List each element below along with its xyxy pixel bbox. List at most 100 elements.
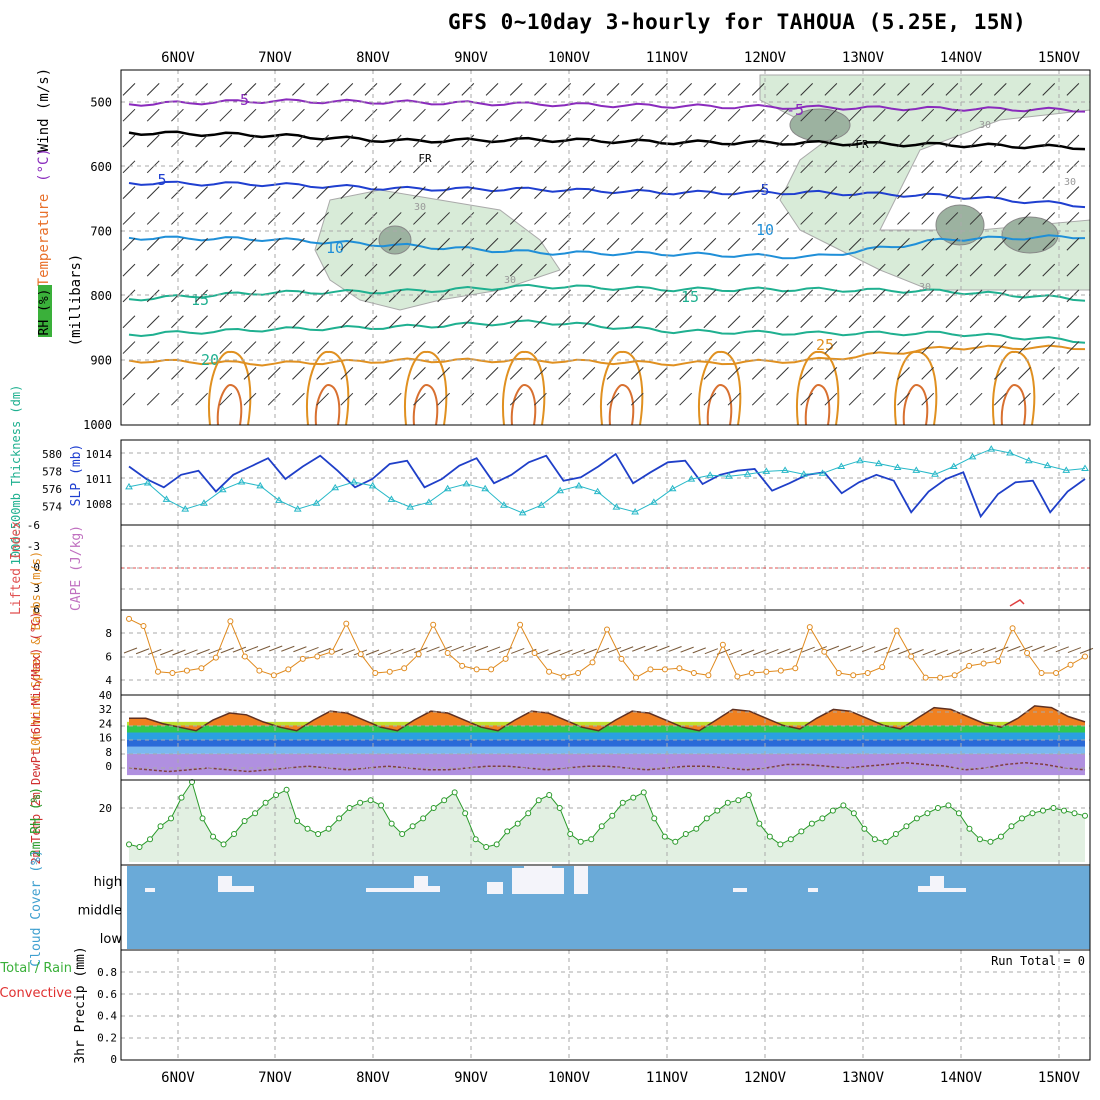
wind-barb	[751, 108, 765, 122]
wind-barb	[388, 108, 402, 122]
wind-barb	[364, 212, 378, 225]
panel-frame-upper	[120, 69, 1091, 426]
run-total-label: Run Total = 0	[991, 954, 1085, 968]
cloud-bar	[930, 876, 944, 892]
wind-barb	[751, 315, 765, 329]
pressure-tick: 600	[90, 160, 112, 174]
wind-barb	[437, 315, 450, 329]
thickness-point	[912, 466, 921, 473]
wind-barb	[340, 341, 354, 354]
rh-point	[777, 841, 784, 848]
wind-barb	[243, 263, 257, 277]
isotherm-20	[128, 319, 1086, 344]
wind-barb	[703, 212, 717, 225]
wind-speed-point	[126, 615, 132, 622]
cloud-background	[127, 866, 1090, 949]
rh-point	[378, 802, 385, 809]
date-label-top: 11NOV	[646, 50, 689, 66]
isotherm-inline-label: 30	[979, 120, 991, 131]
cloud-bar	[944, 888, 966, 892]
isotherm--5	[128, 98, 1086, 113]
wind-barb	[776, 367, 789, 380]
wind-barb	[292, 108, 305, 122]
wind-barb	[993, 289, 1007, 303]
wind-barb	[800, 392, 814, 406]
wind-barb	[413, 237, 426, 251]
wind-barb	[437, 212, 450, 225]
rh-point	[661, 833, 668, 840]
wind-axis-label: 10m Wind Speed & Barbs (m/s)	[29, 551, 43, 753]
thickness-series-line	[128, 448, 1086, 514]
wind-barb	[195, 289, 208, 303]
wind-barb	[751, 341, 765, 354]
wind-barb	[945, 392, 959, 406]
wind-barb	[437, 263, 450, 277]
wind-barb	[267, 186, 281, 199]
wind-barb	[340, 392, 354, 406]
wind-speed-point	[314, 653, 321, 660]
warm-contour-inner	[412, 383, 439, 426]
warm-contour-inner	[510, 383, 537, 426]
wind-barb	[727, 367, 741, 380]
wind-speed-point	[198, 665, 205, 672]
surface-wind-barb	[1079, 647, 1094, 654]
wind-barb	[340, 315, 354, 329]
cape-axis-label: CAPE (J/kg)	[69, 525, 84, 611]
wind-barb	[655, 315, 668, 329]
wind-barb	[1018, 212, 1031, 225]
wind-barb	[267, 212, 281, 225]
wind-barb	[316, 392, 329, 406]
thickness-point	[256, 481, 265, 489]
thickness-point	[649, 498, 658, 505]
wind-barb	[655, 341, 668, 354]
pressure-tick: 800	[90, 289, 112, 303]
wind-barb	[848, 367, 862, 380]
wind-speed-point	[183, 667, 190, 674]
thickness-point	[481, 484, 490, 492]
wind-barb	[993, 237, 1007, 251]
wind-barb	[146, 289, 160, 303]
wind-barb	[292, 341, 305, 354]
cloud-bar	[145, 888, 155, 892]
wind-barb	[993, 83, 1007, 96]
wind-barb	[1042, 134, 1056, 148]
li-tick: 0	[33, 561, 40, 574]
wind-barb	[171, 186, 184, 199]
wind-barb	[509, 186, 523, 199]
wind-barb	[316, 315, 329, 329]
rh-point	[1071, 810, 1078, 817]
li-tick: -6	[27, 519, 40, 532]
surface-wind-barb	[281, 645, 295, 652]
wind-barb	[461, 160, 475, 174]
wind-barb	[897, 367, 910, 380]
wind-speed-point	[212, 654, 219, 661]
wind-barb	[703, 263, 717, 277]
temp-series-line	[129, 705, 1086, 732]
wind-speed-point	[604, 626, 610, 633]
thickness-point	[1081, 464, 1089, 471]
rh-point	[168, 815, 175, 822]
wind-barb	[751, 160, 765, 174]
wind-speed-point	[618, 655, 625, 662]
wind-barb	[388, 134, 402, 148]
wind-barb	[340, 83, 354, 96]
wind-barb	[872, 83, 886, 96]
wind-barb	[243, 212, 257, 225]
surface-wind-barb	[789, 647, 803, 654]
rh-point	[787, 836, 794, 843]
rh-point	[672, 838, 679, 845]
surface-wind-barb	[160, 649, 174, 656]
thickness-point	[406, 503, 415, 510]
rh-point	[283, 786, 290, 793]
wind-barb	[509, 212, 523, 225]
date-label-top: 9NOV	[454, 50, 488, 66]
wind-barb	[292, 237, 305, 251]
wind-barb	[630, 367, 644, 380]
thickness-tick: 578	[42, 466, 62, 479]
surface-wind-barb	[244, 646, 259, 652]
wind-barb	[388, 263, 402, 277]
wind-barb	[703, 392, 717, 406]
wind-barb	[316, 83, 329, 96]
wind-barb	[630, 315, 644, 329]
wind-speed-point	[719, 641, 726, 648]
